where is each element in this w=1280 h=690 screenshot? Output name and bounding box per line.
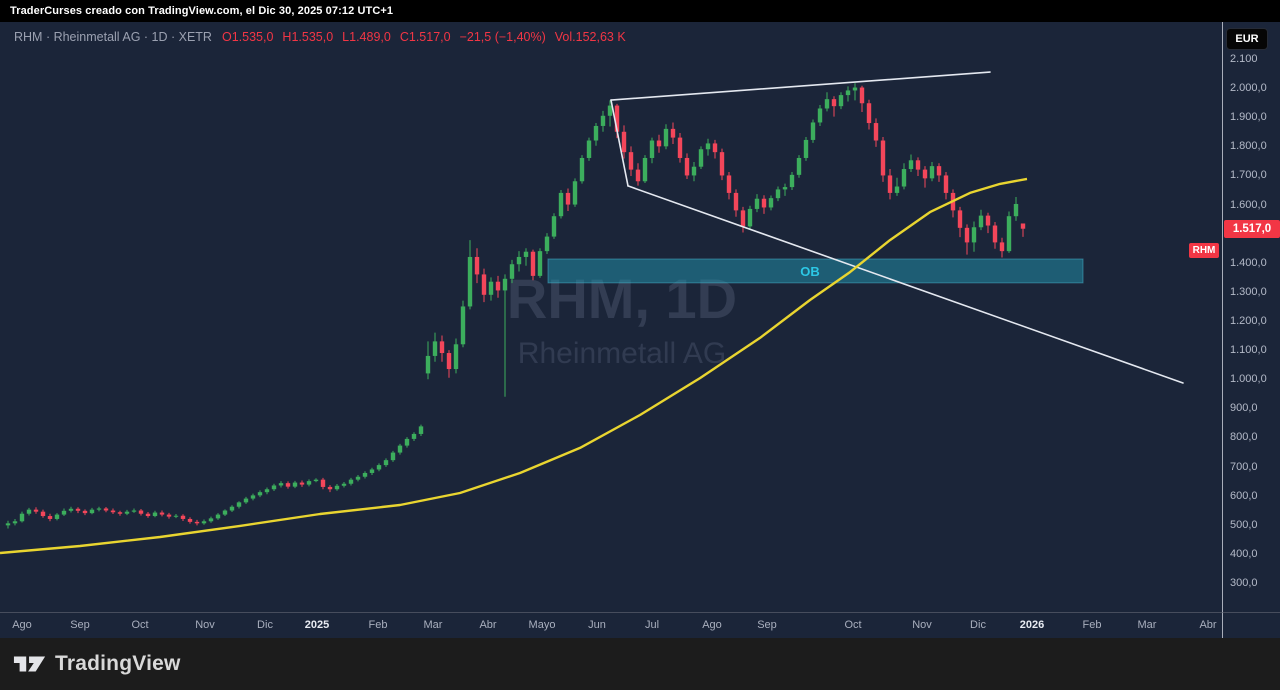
time-tick-month: Abr [479, 619, 497, 631]
time-tick-month: Nov [195, 619, 215, 631]
price-tick: 400,0 [1230, 547, 1258, 560]
price-tick: 1.000,0 [1230, 373, 1267, 386]
price-tick: 1.400,0 [1230, 256, 1267, 269]
time-tick-month: Nov [912, 619, 932, 631]
time-tick-month: Feb [1082, 619, 1102, 631]
time-tick-month: Ago [12, 619, 32, 631]
time-tick-month: Feb [368, 619, 388, 631]
price-tick: 1.800,0 [1230, 140, 1267, 153]
change-value: −21,5 (−1,40%) [459, 30, 546, 44]
ob-zone[interactable]: OB [547, 258, 1084, 284]
tradingview-logo-icon [13, 656, 46, 672]
price-tick: 1.700,0 [1230, 169, 1267, 182]
symbol-header[interactable]: RHM · Rheinmetall AG · 1D · XETR O1.535,… [14, 29, 635, 45]
chart-region: RHM, 1D Rheinmetall AG OB RHM · Rheinmet… [0, 22, 1280, 639]
time-scale[interactable]: Ago Sep Oct Nov Dic 2025 Feb Mar Abr Mayo Jun Jul Ag… [0, 612, 1222, 639]
time-tick-month: Mar [423, 619, 443, 631]
price-tick: 800,0 [1230, 431, 1258, 444]
volume-value: Vol.152,63 K [554, 30, 626, 44]
attribution-text: TraderCurses creado con TradingView.com,… [10, 5, 394, 17]
time-tick-month: Dic [257, 619, 273, 631]
price-tick: 1.200,0 [1230, 315, 1267, 327]
time-tick-month: Abr [1199, 619, 1217, 631]
price-tick: 2.100 [1230, 53, 1258, 65]
price-scale[interactable]: EUR 1.517,0 2.100 2.000,0 1.900,0 1.800,0 1.… [1222, 22, 1280, 612]
time-tick-month: Ago [702, 619, 722, 631]
time-tick-month: Oct [844, 619, 862, 631]
time-tick-month: Dic [970, 619, 986, 631]
currency-button[interactable]: EUR [1226, 28, 1268, 50]
time-tick-month: Mar [1137, 619, 1157, 631]
price-tick: 700,0 [1230, 460, 1258, 473]
time-tick-year: 2026 [1019, 619, 1045, 631]
symbol-price-badge: RHM [1189, 243, 1219, 259]
chart-canvas[interactable]: RHM, 1D Rheinmetall AG OB [0, 22, 1222, 612]
time-tick-month: Sep [757, 619, 777, 631]
price-tick: 300,0 [1230, 577, 1258, 589]
time-tick-month: Mayo [528, 619, 556, 631]
attribution-bar: TraderCurses creado con TradingView.com,… [0, 0, 1280, 22]
ohlc-close: C1.517,0 [399, 30, 451, 44]
time-tick-month: Jun [588, 619, 606, 631]
footer-bar: TradingView [0, 638, 1280, 690]
tradingview-brand-text: TradingView [55, 652, 181, 675]
price-tick: 1.900,0 [1230, 111, 1267, 124]
price-tick: 1.100,0 [1230, 344, 1267, 357]
svg-text:OB: OB [800, 264, 820, 279]
ohlc-high: H1.535,0 [282, 30, 334, 44]
price-tick: 900,0 [1230, 402, 1258, 415]
symbol-description: RHM · Rheinmetall AG · 1D · XETR [14, 30, 212, 44]
time-tick-month: Jul [644, 619, 660, 631]
price-tick: 500,0 [1230, 518, 1258, 531]
price-tick: 1.600,0 [1230, 198, 1267, 211]
time-tick-year: 2025 [304, 619, 330, 631]
last-price-badge: 1.517,0 [1224, 219, 1280, 238]
axis-corner [1222, 612, 1280, 639]
time-tick-month: Sep [70, 619, 90, 631]
time-tick-month: Oct [131, 619, 149, 631]
ohlc-low: L1.489,0 [342, 30, 391, 44]
watermark-name: Rheinmetall AG [518, 337, 726, 370]
price-tick: 600,0 [1230, 489, 1258, 502]
price-tick: 2.000,0 [1230, 82, 1267, 95]
ohlc-open: O1.535,0 [221, 30, 274, 44]
ma-line[interactable] [0, 177, 1028, 555]
price-tick: 1.300,0 [1230, 285, 1267, 298]
candlestick-series [5, 83, 1026, 529]
trendlines[interactable] [610, 71, 1184, 384]
tradingview-logo[interactable]: TradingView [13, 650, 181, 678]
